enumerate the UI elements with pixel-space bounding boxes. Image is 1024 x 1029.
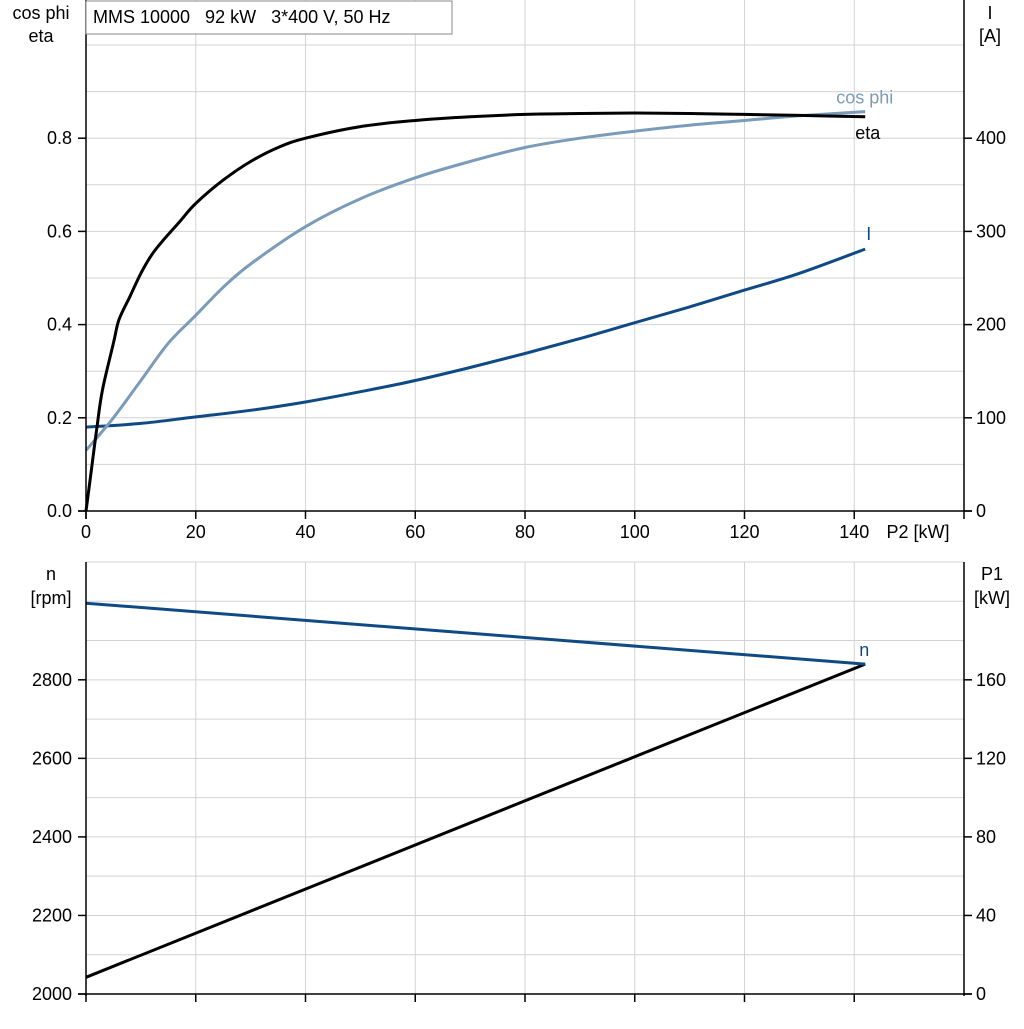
top-x-tick-label: 120	[729, 522, 759, 542]
bottom-right-axis-title-line2: [kW]	[974, 588, 1010, 608]
top-right-tick-label: 0	[976, 501, 986, 521]
series-line-i	[85, 247, 866, 429]
bottom-left-tick-label: 2200	[32, 905, 72, 925]
top-x-tick-label: 0	[81, 522, 91, 542]
bottom-right-tick-label: 80	[976, 827, 996, 847]
series-line-n	[85, 601, 866, 666]
top-x-tick-label: 40	[295, 522, 315, 542]
top-right-tick-label: 100	[976, 408, 1006, 428]
bottom-left-tick-label: 2600	[32, 748, 72, 768]
top-right-tick-label: 300	[976, 221, 1006, 241]
top-x-tick-label: 20	[186, 522, 206, 542]
bottom-left-axis-title-line1: n	[46, 564, 56, 584]
chart-title-box	[85, 0, 453, 35]
bottom-left-axis-title-line2: [rpm]	[30, 588, 71, 608]
bottom-right-axis-title-line1: P1	[981, 564, 1003, 584]
bottom-right-tick-label: 120	[976, 748, 1006, 768]
top-left-axis-title-line2: eta	[28, 26, 54, 46]
top-x-tick-label: 100	[620, 522, 650, 542]
top-left-tick-label: 0.4	[47, 315, 72, 335]
bottom-right-tick-label: 160	[976, 670, 1006, 690]
top-right-tick-label: 200	[976, 315, 1006, 335]
bottom-left-tick-label: 2400	[32, 827, 72, 847]
top-left-axis-title-line1: cos phi	[12, 3, 69, 23]
x-axis-label: P2 [kW]	[886, 522, 949, 542]
top-right-axis-title-line2: [A]	[979, 26, 1001, 46]
series-line-cos-phi	[84, 110, 866, 452]
top-left-tick-label: 0.8	[47, 128, 72, 148]
top-x-tick-label: 60	[405, 522, 425, 542]
top-right-axis-title-line1: I	[987, 3, 992, 23]
top-left-tick-label: 0.2	[47, 408, 72, 428]
bottom-left-tick-label: 2000	[32, 984, 72, 1004]
series-label-cos-phi: cos phi	[836, 88, 893, 108]
series-label-n: n	[859, 640, 869, 660]
series-line-p1	[85, 662, 866, 979]
top-x-tick-label: 140	[839, 522, 869, 542]
chart-title: MMS 10000 92 kW 3*400 V, 50 Hz	[93, 7, 391, 27]
series-label-i: I	[866, 224, 871, 244]
bottom-right-tick-label: 0	[976, 984, 986, 1004]
series-line-eta	[84, 111, 866, 512]
top-left-tick-label: 0.0	[47, 501, 72, 521]
top-left-tick-label: 0.6	[47, 221, 72, 241]
series-label-eta: eta	[855, 123, 881, 143]
top-right-tick-label: 400	[976, 128, 1006, 148]
bottom-right-tick-label: 40	[976, 905, 996, 925]
bottom-left-tick-label: 2800	[32, 670, 72, 690]
top-x-tick-label: 80	[515, 522, 535, 542]
